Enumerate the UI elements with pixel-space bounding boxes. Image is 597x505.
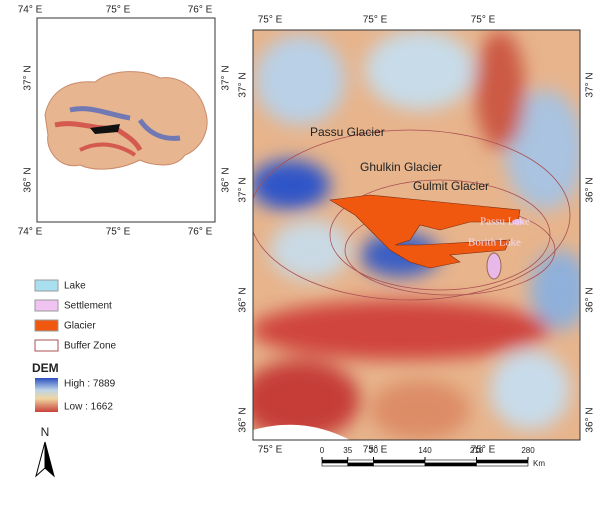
main-right-label: 36° N: [585, 287, 596, 312]
scale-segment: [425, 460, 477, 463]
legend-label: Settlement: [64, 301, 112, 312]
glacier-label: Passu Glacier: [310, 125, 385, 139]
inset-bottom-label: 76° E: [188, 227, 213, 238]
main-top-label: 75° E: [258, 15, 283, 26]
inset-right-label: 36° N: [221, 167, 232, 192]
inset-left-label: 36° N: [23, 167, 34, 192]
north-arrow: [36, 442, 45, 476]
main-left-label: 37° N: [238, 72, 249, 97]
scale-segment: [348, 460, 374, 463]
scale-unit: Km: [533, 459, 545, 468]
dem-ramp: [35, 378, 58, 412]
main-right-label: 36° N: [585, 177, 596, 202]
legend-label: Glacier: [64, 321, 96, 332]
dem-high: High : 7889: [64, 379, 116, 390]
inset-region: [45, 72, 207, 170]
scale-label: 280: [521, 446, 535, 455]
scale-label: 210: [470, 446, 484, 455]
legend-label: Lake: [64, 281, 86, 292]
inset-top-label: 76° E: [188, 5, 213, 16]
north-label: N: [41, 425, 50, 439]
main-top-label: 75° E: [471, 15, 496, 26]
legend-swatch: [35, 320, 58, 331]
legend: Lake Settlement Glacier Buffer Zone DEM …: [32, 280, 117, 413]
scale-segment: [425, 463, 477, 466]
legend-label: Buffer Zone: [64, 341, 117, 352]
scale-segment: [348, 463, 374, 466]
main-top-label: 75° E: [363, 15, 388, 26]
scale-label: 35: [343, 446, 352, 455]
lake-label: Borith Lake: [468, 237, 521, 249]
inset-bottom-label: 75° E: [106, 227, 131, 238]
scale-label: 140: [418, 446, 432, 455]
inset-left-label: 37° N: [23, 65, 34, 90]
scale-segment: [322, 460, 348, 463]
scale-segment: [477, 463, 529, 466]
scale-label: 0: [320, 446, 325, 455]
main-left-label: 37° N: [238, 177, 249, 202]
main-right-label: 37° N: [585, 72, 596, 97]
north-arrow: [45, 442, 54, 476]
main-left-label: 36° N: [238, 407, 249, 432]
glacier-label: Ghulkin Glacier: [360, 160, 442, 174]
inset-right-label: 37° N: [221, 65, 232, 90]
lake-label: Passu Lake: [480, 216, 530, 228]
inset-bottom-label: 74° E: [18, 227, 43, 238]
scale-segment: [374, 460, 426, 463]
legend-swatch: [35, 340, 58, 351]
glacier-label: Gulmit Glacier: [413, 179, 489, 193]
main-left-label: 36° N: [238, 287, 249, 312]
inset-top-label: 75° E: [106, 5, 131, 16]
scale-bar: 0 35 70 140 210 280 Km: [320, 446, 546, 468]
dem-title: DEM: [32, 361, 59, 375]
scale-segment: [374, 463, 426, 466]
map-page: 74° E 75° E 76° E 74° E 75° E 76° E 37° …: [0, 0, 597, 500]
scale-label: 70: [369, 446, 378, 455]
main-right-label: 36° N: [585, 407, 596, 432]
main-map: [240, 30, 590, 440]
dem-low: Low : 1662: [64, 402, 113, 413]
scale-segment: [322, 463, 348, 466]
inset-top-label: 74° E: [18, 5, 43, 16]
main-bottom-label: 75° E: [258, 445, 283, 456]
legend-swatch: [35, 280, 58, 291]
scale-segment: [477, 460, 529, 463]
legend-swatch: [35, 300, 58, 311]
